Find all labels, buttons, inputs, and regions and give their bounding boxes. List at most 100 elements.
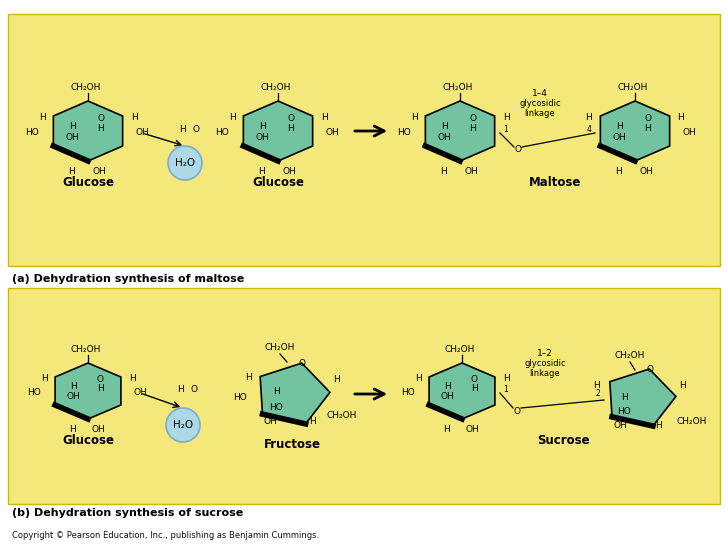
Text: 1: 1 [504, 385, 508, 394]
Text: O: O [644, 114, 652, 123]
Text: Maltose: Maltose [529, 176, 581, 189]
Text: H: H [130, 113, 138, 122]
Text: O: O [515, 145, 521, 153]
Text: H₂O: H₂O [175, 158, 195, 168]
Text: H: H [444, 382, 451, 391]
Text: HO: HO [269, 402, 283, 412]
Text: H: H [502, 374, 510, 383]
Text: OH: OH [639, 167, 653, 175]
Polygon shape [610, 369, 676, 426]
Text: H: H [502, 113, 510, 122]
Text: HO: HO [215, 128, 229, 137]
Text: H: H [443, 424, 449, 434]
Text: CH₂OH: CH₂OH [71, 345, 101, 353]
Text: H: H [258, 167, 264, 175]
Text: H: H [41, 374, 47, 383]
Text: H: H [68, 424, 76, 434]
Text: (a) Dehydration synthesis of maltose: (a) Dehydration synthesis of maltose [12, 274, 245, 284]
Text: OH: OH [135, 128, 149, 137]
Text: CH₂OH: CH₂OH [261, 82, 291, 92]
Text: CH₂OH: CH₂OH [265, 343, 295, 353]
Text: H: H [654, 422, 661, 430]
Text: CH₂OH: CH₂OH [618, 82, 648, 92]
Text: H: H [129, 374, 135, 383]
Text: OH: OH [282, 167, 296, 175]
Polygon shape [601, 101, 670, 161]
Text: HO: HO [401, 388, 415, 397]
Text: H: H [680, 382, 687, 390]
Text: H: H [69, 122, 76, 131]
Text: O: O [471, 375, 478, 384]
Text: H: H [70, 382, 77, 391]
Text: OH: OH [133, 388, 147, 397]
Text: H: H [678, 113, 684, 122]
Text: H: H [178, 385, 184, 395]
Text: OH: OH [466, 424, 480, 434]
Text: O: O [98, 114, 104, 123]
Text: Glucose: Glucose [62, 176, 114, 189]
FancyBboxPatch shape [8, 288, 720, 504]
Text: O: O [191, 385, 197, 395]
Text: H₂O: H₂O [173, 420, 193, 430]
Text: H: H [320, 113, 328, 122]
Text: O: O [470, 114, 476, 123]
Text: OH: OH [682, 128, 696, 137]
Text: H: H [272, 388, 280, 396]
Text: CH₂OH: CH₂OH [71, 82, 101, 92]
Text: glycosidic: glycosidic [519, 99, 561, 109]
Text: O: O [288, 114, 294, 123]
Text: OH: OH [92, 167, 106, 175]
Text: O: O [192, 126, 199, 134]
Text: H: H [259, 122, 266, 131]
Text: HO: HO [25, 128, 39, 137]
Text: HO: HO [617, 407, 631, 417]
Text: H: H [411, 113, 417, 122]
Text: H: H [415, 374, 422, 383]
Text: H: H [68, 167, 74, 175]
Text: OH: OH [66, 133, 79, 141]
Text: (b) Dehydration synthesis of sucrose: (b) Dehydration synthesis of sucrose [12, 508, 243, 518]
Text: CH₂OH: CH₂OH [677, 418, 707, 426]
Text: H: H [615, 167, 622, 175]
Text: OH: OH [325, 128, 339, 137]
Polygon shape [425, 101, 494, 161]
Text: O: O [298, 359, 306, 369]
Text: H: H [39, 113, 45, 122]
Text: H: H [617, 122, 623, 131]
Text: OH: OH [464, 167, 478, 175]
Text: H: H [470, 124, 476, 133]
Text: OH: OH [263, 418, 277, 426]
Text: H: H [333, 376, 339, 384]
Text: linkage: linkage [530, 370, 561, 378]
Polygon shape [243, 101, 312, 161]
Text: HO: HO [397, 128, 411, 137]
Polygon shape [55, 363, 121, 419]
Text: CH₂OH: CH₂OH [443, 82, 473, 92]
Text: O: O [513, 407, 521, 416]
Text: H: H [441, 122, 448, 131]
Text: Glucose: Glucose [252, 176, 304, 189]
Text: OH: OH [92, 424, 106, 434]
Text: H: H [585, 113, 593, 122]
Text: H: H [245, 373, 253, 383]
Polygon shape [429, 363, 495, 419]
Text: linkage: linkage [525, 110, 555, 118]
Text: CH₂OH: CH₂OH [327, 412, 357, 420]
Text: H: H [97, 384, 103, 393]
Text: H: H [309, 418, 315, 426]
Text: CH₂OH: CH₂OH [615, 352, 645, 360]
Text: OH: OH [438, 133, 451, 141]
Text: OH: OH [613, 133, 627, 141]
Text: H: H [229, 113, 235, 122]
Text: H: H [471, 384, 478, 393]
Circle shape [168, 146, 202, 180]
Text: OH: OH [613, 422, 627, 430]
Text: HO: HO [27, 388, 41, 397]
Text: 2: 2 [596, 389, 601, 397]
Text: Copyright © Pearson Education, Inc., publishing as Benjamin Cummings.: Copyright © Pearson Education, Inc., pub… [12, 531, 319, 541]
Text: Fructose: Fructose [264, 437, 320, 450]
Text: 4: 4 [587, 125, 591, 134]
Text: H: H [98, 124, 104, 133]
Text: glycosidic: glycosidic [524, 359, 566, 369]
Text: H: H [180, 126, 186, 134]
